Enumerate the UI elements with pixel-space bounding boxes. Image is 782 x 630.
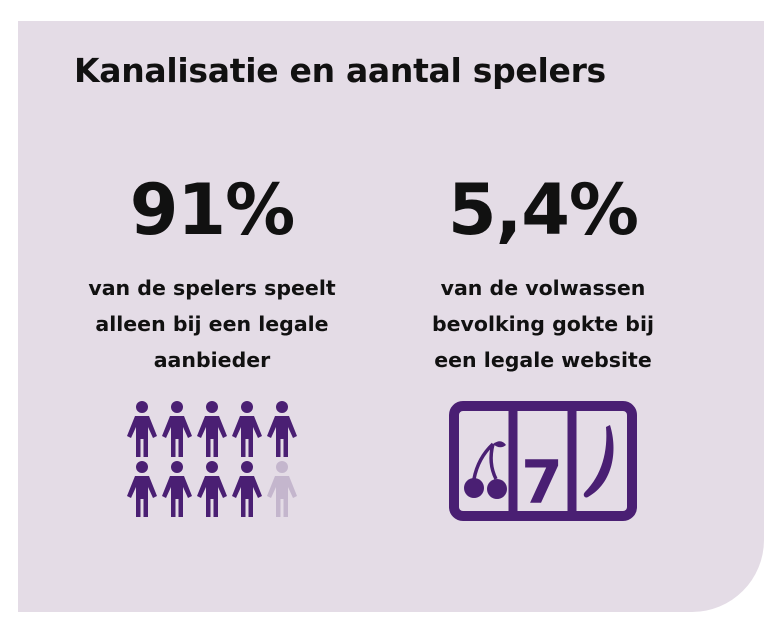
person-icon [267, 461, 297, 517]
slot-machine-svg: 7 [449, 401, 637, 521]
info-card: Kanalisatie en aantal spelers 91% van de… [18, 21, 764, 612]
people-icon-svg [127, 401, 297, 517]
person-icon [267, 401, 297, 457]
person-icon [232, 461, 262, 517]
card-title: Kanalisatie en aantal spelers [74, 51, 606, 90]
banana-icon [583, 425, 614, 498]
slot-machine-icon: 7 [448, 401, 638, 521]
person-icon [197, 401, 227, 457]
stat-adults-legal-website: 5,4% van de volwassen bevolking gokte bi… [393, 168, 693, 378]
cherries-icon [464, 441, 507, 499]
seven-symbol: 7 [521, 448, 563, 518]
stat-value: 5,4% [447, 169, 639, 251]
person-icon [197, 461, 227, 517]
person-icon [232, 401, 262, 457]
stat-description: van de spelers speelt alleen bij een leg… [88, 276, 336, 372]
stat-value: 91% [129, 169, 296, 251]
person-icon [162, 461, 192, 517]
stat-description: van de volwassen bevolking gokte bij een… [431, 276, 655, 372]
person-icon [127, 461, 157, 517]
slot-frame [449, 401, 637, 521]
people-icon-grid [126, 399, 302, 521]
person-icon [162, 401, 192, 457]
stat-players-legal: 91% van de spelers speelt alleen bij een… [62, 168, 362, 378]
person-icon [127, 401, 157, 457]
